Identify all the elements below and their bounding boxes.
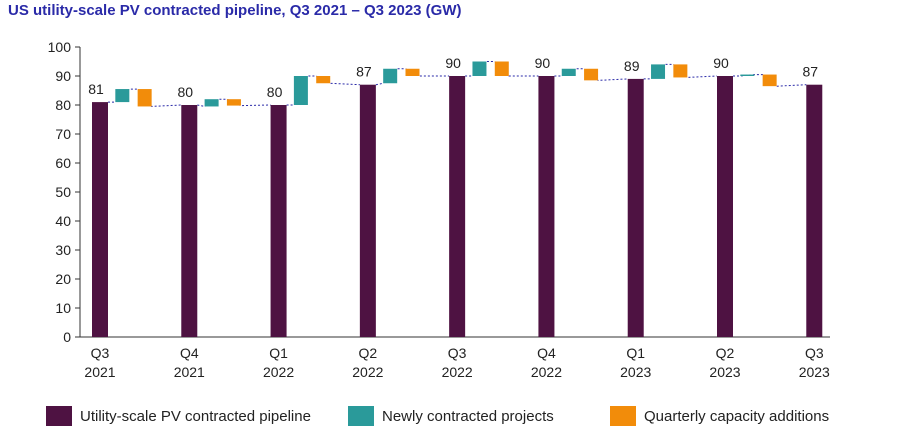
y-tick-label: 0 [63, 329, 71, 345]
legend-item-capacity-additions: Quarterly capacity additions [610, 406, 829, 426]
data-label: 81 [88, 81, 104, 97]
capacity-additions-bar [762, 74, 777, 87]
legend-label-capacity-additions: Quarterly capacity additions [644, 407, 830, 425]
pipeline-bar [806, 84, 823, 337]
newly-contracted-bar [383, 68, 398, 84]
x-tick-label-quarter: Q3 [91, 345, 110, 361]
newly-contracted-bar [472, 61, 487, 76]
x-tick-label-quarter: Q3 [805, 345, 824, 361]
pipeline-bar [449, 76, 466, 337]
pipeline-bar [717, 76, 733, 337]
data-label: 80 [177, 84, 193, 100]
data-label: 80 [267, 84, 283, 100]
y-tick-label: 90 [55, 68, 71, 84]
pipeline-bar [538, 76, 555, 337]
legend-item-newly-contracted: Newly contracted projects [348, 406, 554, 426]
data-label: 90 [445, 55, 461, 71]
x-tick-label-quarter: Q2 [359, 345, 378, 361]
pipeline-bar [627, 78, 644, 338]
x-tick-label-year: 2022 [352, 364, 383, 380]
x-tick-label-year: 2022 [531, 364, 562, 380]
newly-contracted-bar [204, 99, 219, 107]
x-tick-label-quarter: Q3 [448, 345, 467, 361]
legend-label-newly-contracted: Newly contracted projects [382, 407, 554, 425]
capacity-additions-bar [494, 61, 509, 76]
newly-contracted-bar [651, 64, 666, 79]
connector-line [286, 75, 360, 106]
pipeline-bar [270, 105, 287, 337]
y-tick-label: 60 [55, 155, 71, 171]
x-tick-label-quarter: Q2 [716, 345, 735, 361]
capacity-additions-bar [405, 68, 420, 76]
data-label: 90 [535, 55, 551, 71]
connector-line [375, 68, 450, 86]
legend-label-pipeline: Utility-scale PV contracted pipeline [80, 407, 311, 425]
legend-swatch-newly-contracted [348, 406, 374, 426]
newly-contracted-bar [561, 68, 576, 76]
newly-contracted-bar [740, 74, 755, 76]
y-tick-label: 100 [48, 39, 72, 55]
x-tick-label-year: 2022 [442, 364, 473, 380]
legend-swatch-capacity-additions [610, 406, 636, 426]
capacity-additions-bar [673, 64, 688, 78]
waterfall-chart: 0 10 20 30 40 50 60 70 80 90 100 81 80 80 87 90 90 89 90 87… [48, 39, 830, 380]
pipeline-bar [92, 102, 108, 337]
x-tick-label-year: 2023 [709, 364, 740, 380]
data-label: 87 [802, 64, 818, 80]
x-tick-label-year: 2023 [620, 364, 651, 380]
capacity-additions-bar [584, 68, 599, 81]
data-label: 89 [624, 58, 640, 74]
data-label: 90 [713, 55, 729, 71]
data-label: 87 [356, 64, 372, 80]
capacity-additions-bar [226, 99, 241, 106]
x-tick-label-year: 2023 [799, 364, 830, 380]
capacity-additions-bar [316, 76, 331, 84]
pipeline-bar [181, 105, 198, 337]
y-tick-label: 20 [55, 271, 71, 287]
connector-line [733, 74, 807, 87]
legend-swatch-pipeline [46, 406, 72, 426]
x-tick-label-quarter: Q4 [180, 345, 199, 361]
x-tick-label-year: 2022 [263, 364, 294, 380]
x-tick-label-quarter: Q1 [626, 345, 645, 361]
legend-item-pipeline: Utility-scale PV contracted pipeline [46, 406, 311, 426]
y-tick-label: 70 [55, 126, 71, 142]
connector-line [465, 61, 539, 77]
x-tick-label-quarter: Q1 [269, 345, 288, 361]
y-tick-label: 10 [55, 300, 71, 316]
x-tick-label-quarter: Q4 [537, 345, 556, 361]
y-tick-label: 80 [55, 97, 71, 113]
connector-line [108, 88, 182, 107]
newly-contracted-bar [115, 89, 130, 103]
x-tick-label-year: 2021 [84, 364, 115, 380]
chart-title: US utility-scale PV contracted pipeline,… [8, 2, 462, 19]
capacity-additions-bar [137, 89, 152, 107]
y-tick-label: 40 [55, 213, 71, 229]
y-tick-label: 30 [55, 242, 71, 258]
newly-contracted-bar [293, 76, 308, 105]
x-tick-label-year: 2021 [174, 364, 205, 380]
pipeline-bar [359, 84, 376, 337]
legend: Utility-scale PV contracted pipeline New… [0, 400, 900, 430]
y-tick-label: 50 [55, 184, 71, 200]
